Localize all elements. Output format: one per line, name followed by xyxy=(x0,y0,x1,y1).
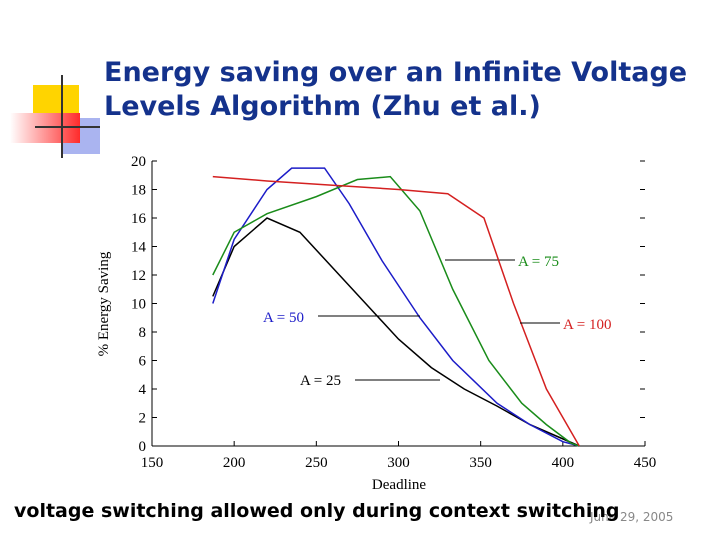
y-tick-label: 2 xyxy=(139,411,147,427)
y-tick-label: 0 xyxy=(139,439,147,455)
y-tick-label: 10 xyxy=(131,297,146,313)
x-tick-label: 400 xyxy=(552,455,575,471)
x-tick-label: 250 xyxy=(305,455,328,471)
y-tick-label: 18 xyxy=(131,183,146,199)
x-tick-label: 150 xyxy=(141,455,164,471)
series-label: A = 50 xyxy=(263,310,304,326)
x-tick-label: 200 xyxy=(223,455,246,471)
y-tick-label: 20 xyxy=(131,154,146,170)
slide-date: June 29, 2005 xyxy=(590,510,674,524)
x-axis-label: Deadline xyxy=(372,477,426,493)
y-axis-label: % Energy Saving xyxy=(96,251,112,356)
series-label: A = 75 xyxy=(518,254,559,270)
slide-title: Energy saving over an Infinite Voltage L… xyxy=(104,57,688,122)
series-line xyxy=(212,167,580,447)
series-label: A = 100 xyxy=(563,317,611,333)
y-tick-label: 4 xyxy=(139,382,147,398)
y-tick-label: 6 xyxy=(139,354,147,370)
x-tick-label: 350 xyxy=(469,455,492,471)
plot: 0 2 4 6 8 10 12 14 16 18 20 150 200 250 300 350 400 450 A … xyxy=(131,154,656,471)
y-tick-label: 14 xyxy=(131,240,147,256)
y-tick-label: 16 xyxy=(131,211,147,227)
y-tick-label: 8 xyxy=(139,325,147,341)
slide-footer: voltage switching allowed only during co… xyxy=(14,500,620,522)
y-tick-label: 12 xyxy=(131,268,146,284)
x-tick-label: 450 xyxy=(634,455,657,471)
x-tick-label: 300 xyxy=(387,455,410,471)
series-line xyxy=(212,175,580,447)
series-line xyxy=(212,175,580,447)
series-label: A = 25 xyxy=(300,373,341,389)
